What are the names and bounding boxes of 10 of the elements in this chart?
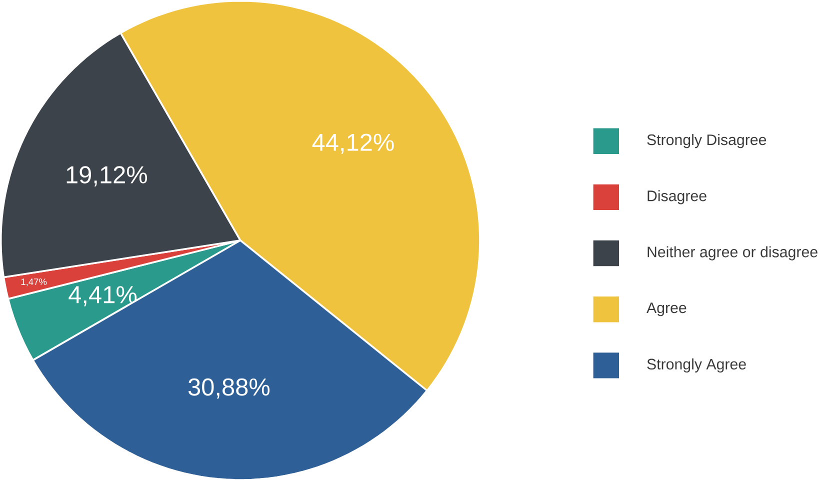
legend-label: Neither agree or disagree (648, 246, 818, 260)
data-label: 19,12% (66, 166, 148, 186)
legend-label: Strongly Agree (647, 358, 746, 373)
legend-label: Strongly Disagree (647, 134, 766, 148)
legend-label: Disagree (648, 190, 706, 204)
data-label: 30,88% (188, 378, 270, 399)
data-label: 44,12% (312, 134, 394, 154)
legend-label: Agree (646, 302, 686, 316)
data-label: 1,47% (21, 278, 47, 286)
data-label: 4,41% (68, 286, 137, 306)
